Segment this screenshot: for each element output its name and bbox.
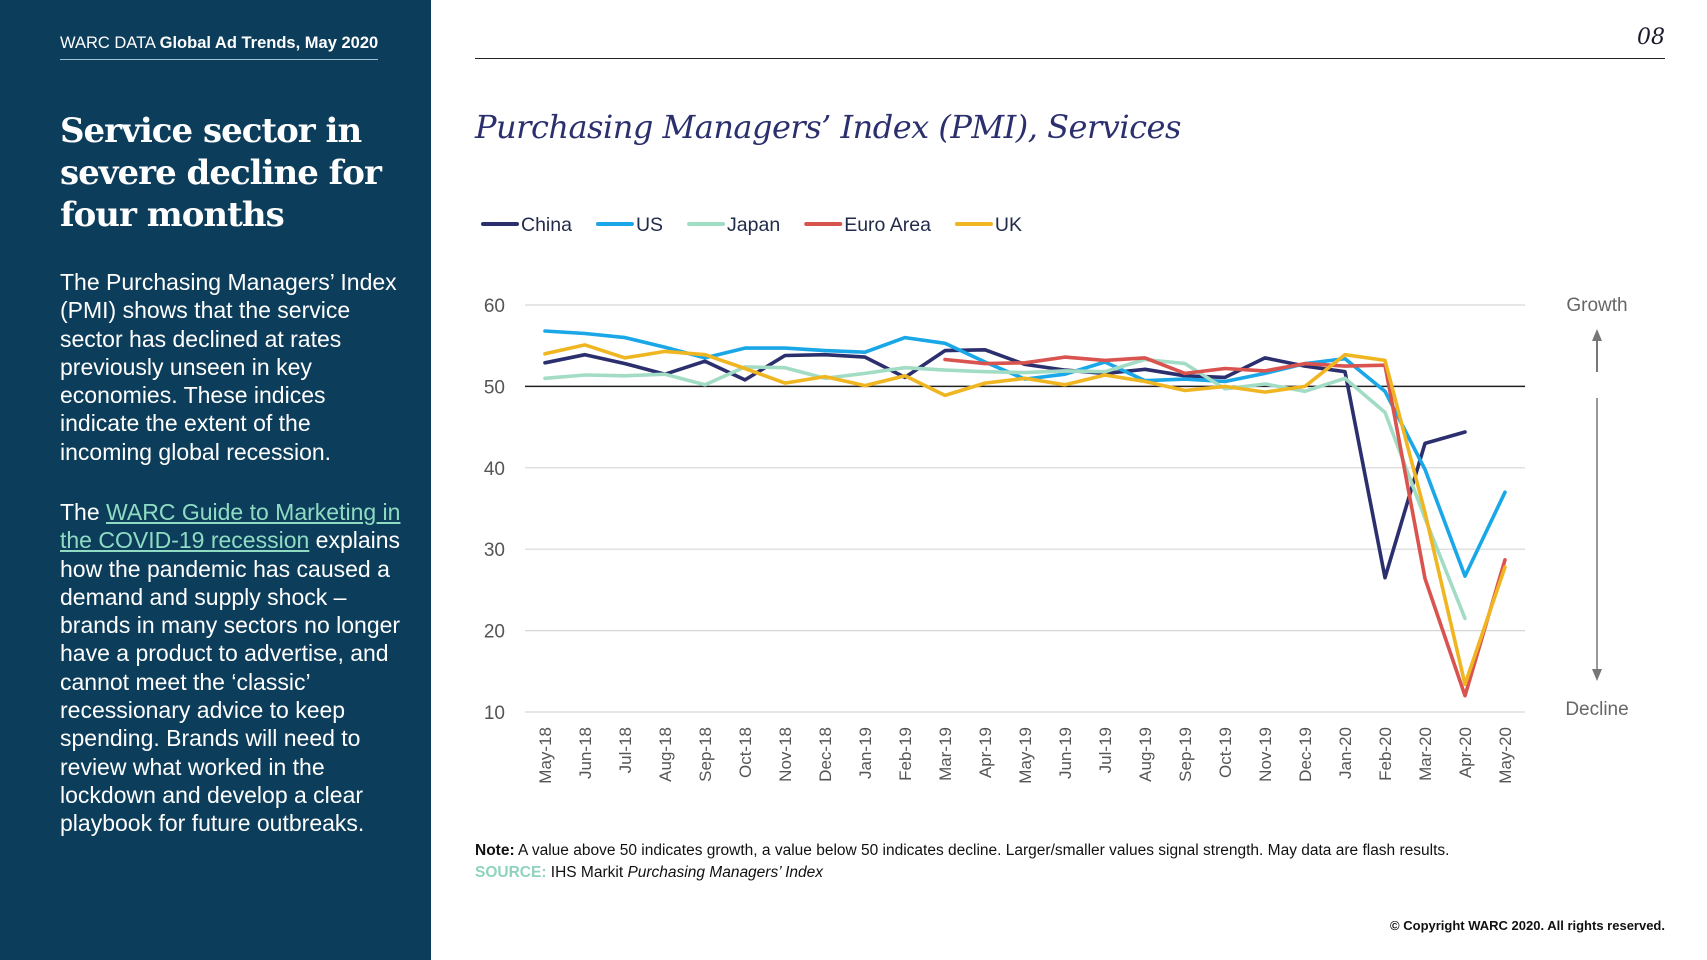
legend: China US Japan Euro Area UK bbox=[481, 214, 1022, 236]
growth-decline-indicator: Growth Decline bbox=[1565, 295, 1628, 720]
x-tick-label: Aug-18 bbox=[656, 727, 675, 782]
x-tick-label: May-20 bbox=[1496, 727, 1515, 784]
x-tick-label: Jun-19 bbox=[1056, 727, 1075, 779]
header-divider bbox=[475, 58, 1665, 59]
y-tick-label: 50 bbox=[484, 377, 505, 398]
series-layer bbox=[543, 329, 1507, 698]
grid-layer bbox=[525, 304, 1525, 713]
brand-prefix: WARC DATA bbox=[60, 34, 156, 52]
page-headline: Service sector in severe decline for fou… bbox=[60, 111, 382, 235]
x-tick-label: Oct-19 bbox=[1216, 727, 1235, 778]
x-tick-label: Feb-19 bbox=[896, 727, 915, 781]
y-tick-label: 20 bbox=[484, 622, 505, 643]
x-tick-label: Jul-18 bbox=[616, 727, 635, 773]
copyright: © Copyright WARC 2020. All rights reserv… bbox=[1390, 918, 1665, 933]
x-tick-label: Aug-19 bbox=[1136, 727, 1155, 782]
chart-note: Note: A value above 50 indicates growth,… bbox=[475, 842, 1449, 860]
guide-suffix: explains how the pandemic has caused a d… bbox=[60, 527, 401, 837]
legend-label-japan: Japan bbox=[727, 214, 780, 236]
series-line-japan bbox=[543, 357, 1467, 621]
series-line-euro-area bbox=[943, 355, 1507, 698]
source-label: SOURCE: bbox=[475, 864, 547, 881]
y-tick-label: 60 bbox=[484, 296, 505, 317]
brand-title: Global Ad Trends, May 2020 bbox=[159, 34, 379, 52]
legend-label-us: US bbox=[636, 214, 663, 236]
legend-label-euro-area: Euro Area bbox=[844, 214, 931, 236]
sidebar: WARC DATA Global Ad Trends, May 2020 Ser… bbox=[0, 0, 431, 960]
x-tick-label: Mar-20 bbox=[1416, 727, 1435, 781]
x-tick-label: May-18 bbox=[536, 727, 555, 784]
guide-paragraph: The WARC Guide to Marketing in the COVID… bbox=[60, 498, 405, 838]
source-text: IHS Markit bbox=[546, 864, 628, 881]
chart-source: SOURCE: IHS Markit Purchasing Managers’ … bbox=[475, 864, 823, 882]
growth-label: Growth bbox=[1566, 295, 1627, 316]
x-tick-label: Apr-20 bbox=[1456, 727, 1475, 778]
warc-guide-link[interactable]: WARC Guide to Marketing in the COVID-19 … bbox=[60, 499, 401, 554]
note-label: Note: bbox=[475, 842, 515, 859]
page-number: 08 bbox=[1637, 25, 1665, 50]
brand-header: WARC DATA Global Ad Trends, May 2020 bbox=[60, 34, 379, 60]
x-tick-label: May-19 bbox=[1016, 727, 1035, 784]
x-tick-label: Jul-19 bbox=[1096, 727, 1115, 773]
x-tick-label: Mar-19 bbox=[936, 727, 955, 781]
decline-label: Decline bbox=[1565, 699, 1628, 720]
x-tick-label: Dec-19 bbox=[1296, 727, 1315, 782]
x-tick-label: Jan-20 bbox=[1336, 727, 1355, 779]
x-tick-label: Nov-19 bbox=[1256, 727, 1275, 782]
series-line-uk bbox=[543, 343, 1507, 687]
growth-arrow-head bbox=[1592, 329, 1602, 341]
source-title: Purchasing Managers’ Index bbox=[627, 864, 824, 881]
y-tick-label: 30 bbox=[484, 540, 505, 561]
guide-prefix: The bbox=[60, 499, 107, 525]
note-text: A value above 50 indicates growth, a val… bbox=[514, 842, 1450, 859]
x-tick-label: Dec-18 bbox=[816, 727, 835, 782]
series-line-us bbox=[543, 329, 1507, 578]
intro-paragraph: The Purchasing Managers’ Index (PMI) sho… bbox=[60, 269, 397, 465]
axis-layer: 10 20 30 40 50 60 May-18 Jun-18 Jul-18 Aug-18 Sep-… bbox=[484, 296, 1515, 784]
y-tick-label: 10 bbox=[484, 703, 505, 724]
legend-label-china: China bbox=[521, 214, 572, 236]
y-tick-label: 40 bbox=[484, 459, 505, 480]
series-line-china bbox=[543, 347, 1467, 580]
x-tick-label: Feb-20 bbox=[1376, 727, 1395, 781]
decline-arrow-head bbox=[1592, 669, 1602, 681]
x-tick-label: Apr-19 bbox=[976, 727, 995, 778]
x-tick-label: Sep-19 bbox=[1176, 727, 1195, 782]
x-tick-label: Jan-19 bbox=[856, 727, 875, 779]
x-tick-label: Jun-18 bbox=[576, 727, 595, 779]
x-tick-label: Sep-18 bbox=[696, 727, 715, 782]
x-tick-label: Nov-18 bbox=[776, 727, 795, 782]
x-tick-label: Oct-18 bbox=[736, 727, 755, 778]
legend-label-uk: UK bbox=[995, 214, 1022, 236]
chart-title: Purchasing Managers’ Index (PMI), Servic… bbox=[475, 108, 1181, 146]
